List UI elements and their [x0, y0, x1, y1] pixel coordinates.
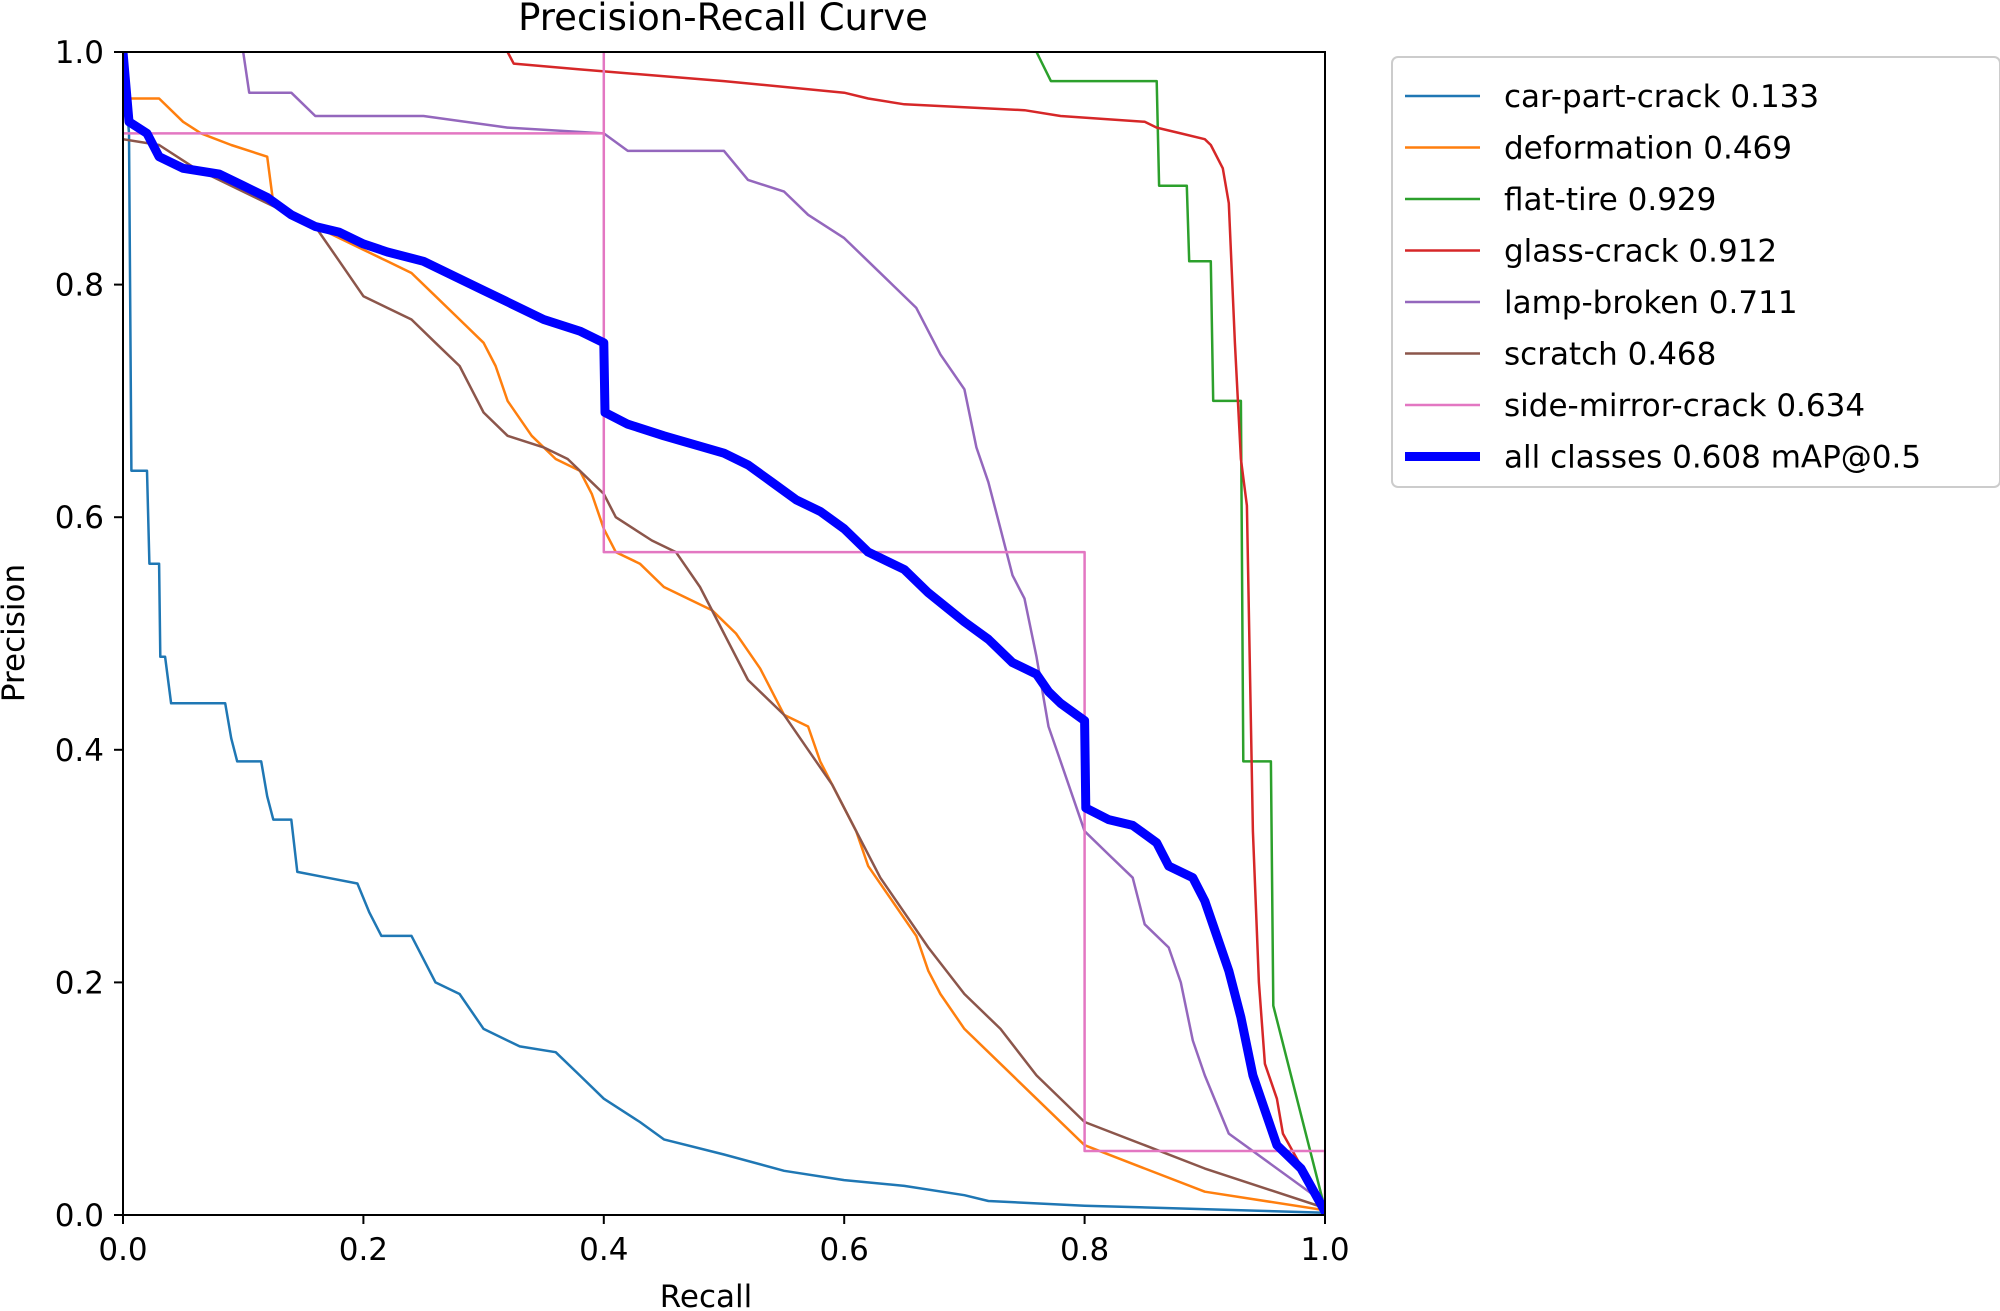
x-tick-label: 1.0: [1300, 1232, 1349, 1268]
series-line-car-part-crack: [123, 52, 1325, 1214]
legend: car-part-crack 0.133 deformation 0.469 fla…: [1391, 56, 2000, 488]
legend-label: scratch 0.468: [1504, 337, 1716, 373]
series-line-scratch: [123, 137, 1325, 1210]
y-axis: 0.0 0.2 0.4 0.6 0.8 1.0: [55, 35, 123, 1234]
y-tick-label: 0.0: [55, 1198, 104, 1234]
series-line-flat-tire: [1035, 52, 1325, 1211]
series-layer: [123, 52, 1325, 1215]
plot-frame: [122, 51, 1326, 1216]
x-tick-label: 0.2: [339, 1232, 388, 1268]
y-tick-label: 0.4: [55, 733, 104, 769]
x-tick-label: 0.8: [1060, 1232, 1109, 1268]
series-line-all-classes: [123, 52, 1325, 1215]
legend-label: side-mirror-crack 0.634: [1504, 388, 1865, 424]
series-line-glass-crack: [506, 52, 1325, 1211]
legend-label: car-part-crack 0.133: [1504, 79, 1819, 115]
legend-items: car-part-crack 0.133 deformation 0.469 fla…: [1405, 79, 1921, 476]
legend-label: deformation 0.469: [1504, 131, 1792, 167]
x-axis-label: Recall: [660, 1279, 753, 1311]
legend-label: lamp-broken 0.711: [1504, 285, 1798, 321]
y-tick-label: 0.6: [55, 500, 104, 536]
y-tick-label: 1.0: [55, 35, 104, 71]
y-tick-label: 0.2: [55, 965, 104, 1001]
series-line-lamp-broken: [241, 52, 1325, 1205]
x-axis: 0.0 0.2 0.4 0.6 0.8 1.0: [98, 1215, 1350, 1268]
legend-label: glass-crack 0.912: [1504, 234, 1777, 270]
x-tick-label: 0.6: [820, 1232, 869, 1268]
x-tick-label: 0.0: [98, 1232, 147, 1268]
x-tick-label: 0.4: [579, 1232, 628, 1268]
legend-frame: [1391, 56, 2000, 488]
chart-title: Precision-Recall Curve: [518, 0, 928, 39]
y-tick-label: 0.8: [55, 268, 104, 304]
legend-label: flat-tire 0.929: [1504, 182, 1716, 218]
y-axis-label: Precision: [0, 564, 32, 702]
legend-label: all classes 0.608 mAP@0.5: [1504, 440, 1921, 476]
